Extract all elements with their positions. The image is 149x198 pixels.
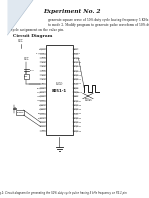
Text: VCC: VCC [18, 39, 23, 43]
Text: XTAL1: XTAL1 [39, 126, 45, 127]
Text: 8.2k: 8.2k [24, 76, 29, 77]
Text: generate square wave of 50% duty cycle having frequency 5 KHz at: generate square wave of 50% duty cycle h… [48, 18, 149, 22]
Text: P1.2: P1.2 [41, 57, 45, 58]
Text: P0.4/AD4: P0.4/AD4 [74, 113, 82, 114]
Text: P0.3/AD3: P0.3/AD3 [74, 117, 82, 119]
Text: P0.6/AD6: P0.6/AD6 [74, 104, 82, 106]
Text: P1.5: P1.5 [41, 70, 45, 71]
Text: P0.1/AD1: P0.1/AD1 [74, 126, 82, 127]
Text: P1.3: P1.3 [41, 62, 45, 63]
Text: INT0/P3.2: INT0/P3.2 [37, 96, 45, 97]
Text: P1.7: P1.7 [41, 79, 45, 80]
Text: Fig.1: Circuit diagram for generating the 50% duty cycle pulse having 5 kHz freq: Fig.1: Circuit diagram for generating th… [0, 191, 126, 195]
Text: P1.4: P1.4 [41, 66, 45, 67]
Text: cycle assignment on the value pin.: cycle assignment on the value pin. [11, 28, 64, 32]
Bar [16, 110, 24, 115]
Text: RD/P3.7: RD/P3.7 [38, 117, 45, 119]
Text: P1.6: P1.6 [41, 74, 45, 75]
Polygon shape [7, 0, 33, 35]
Text: WR/P3.6: WR/P3.6 [38, 113, 45, 114]
Text: XTAL2: XTAL2 [39, 122, 45, 123]
Text: Circuit Diagram: Circuit Diagram [13, 34, 52, 38]
Text: Experiment No. 2: Experiment No. 2 [43, 9, 101, 14]
Bar [45, 45, 73, 135]
Bar [24, 74, 29, 79]
Text: 10uF: 10uF [29, 69, 34, 70]
Text: P2.1/A9: P2.1/A9 [74, 57, 80, 59]
Text: C1: C1 [14, 107, 17, 108]
Text: VCC: VCC [74, 49, 77, 50]
Text: RST: RST [42, 83, 45, 84]
Text: VSS: VSS [42, 130, 45, 131]
Text: P2.0/A8: P2.0/A8 [74, 53, 80, 54]
Text: P2.2/A10: P2.2/A10 [74, 61, 82, 63]
Text: T0/P3.4: T0/P3.4 [38, 104, 45, 106]
Text: P1.1/T2EX: P1.1/T2EX [36, 53, 45, 54]
Text: U(1): U(1) [56, 82, 63, 86]
Text: P0.7/AD7: P0.7/AD7 [74, 100, 82, 102]
Text: EA/VP: EA/VP [74, 87, 79, 89]
Text: 100us: 100us [84, 97, 92, 102]
Text: 12MHz: 12MHz [16, 112, 24, 113]
Text: P2.6/A14: P2.6/A14 [74, 78, 82, 80]
Text: PSEN: PSEN [74, 96, 78, 97]
Text: to mode 2. Modify program to generate pulse waveform of 50% duty: to mode 2. Modify program to generate pu… [48, 23, 149, 27]
Text: 8051-1: 8051-1 [52, 89, 67, 93]
Text: P0.0/AD0: P0.0/AD0 [74, 130, 82, 132]
Text: VCC: VCC [24, 57, 29, 61]
Text: RXD/P3.0: RXD/P3.0 [37, 87, 45, 89]
Text: P0.5/AD5: P0.5/AD5 [74, 109, 82, 110]
Text: T1/P3.5: T1/P3.5 [38, 109, 45, 110]
Text: TXD/P3.1: TXD/P3.1 [37, 91, 45, 93]
Text: INT1/P3.3: INT1/P3.3 [37, 100, 45, 101]
Text: P2.5/A13: P2.5/A13 [74, 74, 82, 76]
Text: P2.4/A12: P2.4/A12 [74, 70, 82, 71]
Text: P2.7/A15: P2.7/A15 [74, 83, 82, 84]
Text: ALE/PROG: ALE/PROG [74, 91, 83, 93]
Text: P1.0/T2: P1.0/T2 [38, 49, 45, 50]
Text: P2.3/A11: P2.3/A11 [74, 66, 82, 67]
Text: P0.2/AD2: P0.2/AD2 [74, 121, 82, 123]
